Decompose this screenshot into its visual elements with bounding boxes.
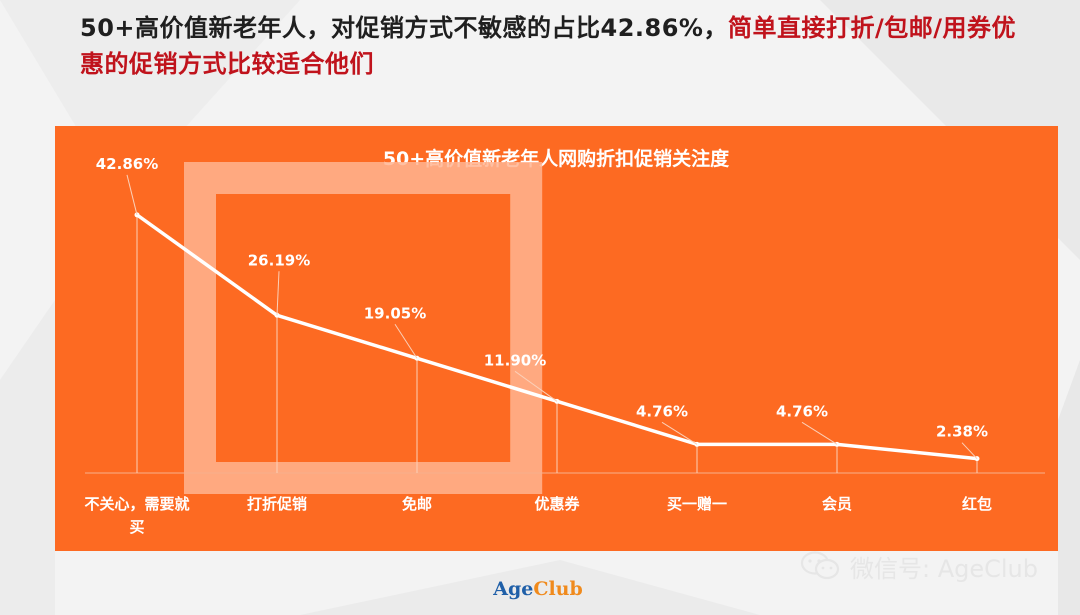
headline-main: 50+高价值新老年人，对促销方式不敏感的占比42.86%， bbox=[80, 14, 728, 42]
data-label: 42.86% bbox=[96, 155, 158, 173]
wechat-watermark: 微信号: AgeClub bbox=[800, 549, 1038, 583]
x-tick-label: 优惠券 bbox=[534, 495, 580, 513]
label-leader bbox=[961, 442, 978, 460]
x-tick-label: 不关心，需要就买 bbox=[84, 495, 189, 536]
headline-highlight: 简单直接打折/包邮/用券优惠的促销方式比较适合他们 bbox=[80, 14, 1016, 78]
x-tick-label: 免邮 bbox=[402, 495, 432, 513]
label-leader bbox=[394, 324, 418, 359]
highlight-box bbox=[184, 162, 543, 494]
x-tick-line: 买 bbox=[129, 518, 144, 536]
x-tick-line: 免邮 bbox=[402, 495, 432, 513]
x-tick-line: 红包 bbox=[962, 495, 992, 513]
data-label: 11.90% bbox=[484, 351, 546, 369]
label-leader bbox=[126, 174, 138, 216]
label-leader bbox=[661, 421, 698, 445]
data-label: 4.76% bbox=[636, 402, 688, 420]
x-tick-label: 会员 bbox=[822, 495, 852, 513]
data-label: 19.05% bbox=[364, 304, 426, 322]
data-label: 4.76% bbox=[776, 402, 828, 420]
x-tick-line: 不关心，需要就 bbox=[84, 495, 189, 513]
x-tick-line: 会员 bbox=[822, 495, 852, 513]
data-label: 26.19% bbox=[248, 251, 310, 269]
x-tick-line: 打折促销 bbox=[247, 495, 307, 513]
data-label: 2.38% bbox=[936, 423, 988, 441]
line-chart: 50+高价值新老年人网购折扣促销关注度 42.86%26.19%19.05%11… bbox=[84, 147, 1045, 536]
ageclub-logo: AgeClub bbox=[488, 578, 588, 600]
data-point bbox=[274, 312, 280, 318]
x-tick-label: 买一赠一 bbox=[667, 495, 727, 513]
x-tick-label: 打折促销 bbox=[247, 495, 307, 513]
x-tick-line: 优惠券 bbox=[534, 495, 580, 513]
highlight-frame bbox=[184, 162, 543, 494]
brand-age: Age bbox=[493, 578, 534, 600]
wechat-icon bbox=[800, 551, 840, 580]
watermark-text: 微信号: AgeClub bbox=[850, 554, 1039, 583]
label-leader bbox=[276, 271, 280, 316]
brand-club: Club bbox=[533, 578, 583, 600]
slide-headline: 50+高价值新老年人，对促销方式不敏感的占比42.86%，简单直接打折/包邮/用… bbox=[80, 10, 1040, 82]
label-leader bbox=[514, 370, 558, 402]
x-tick-label: 红包 bbox=[962, 495, 992, 513]
x-tick-line: 买一赠一 bbox=[667, 495, 727, 513]
label-leader bbox=[801, 421, 838, 445]
